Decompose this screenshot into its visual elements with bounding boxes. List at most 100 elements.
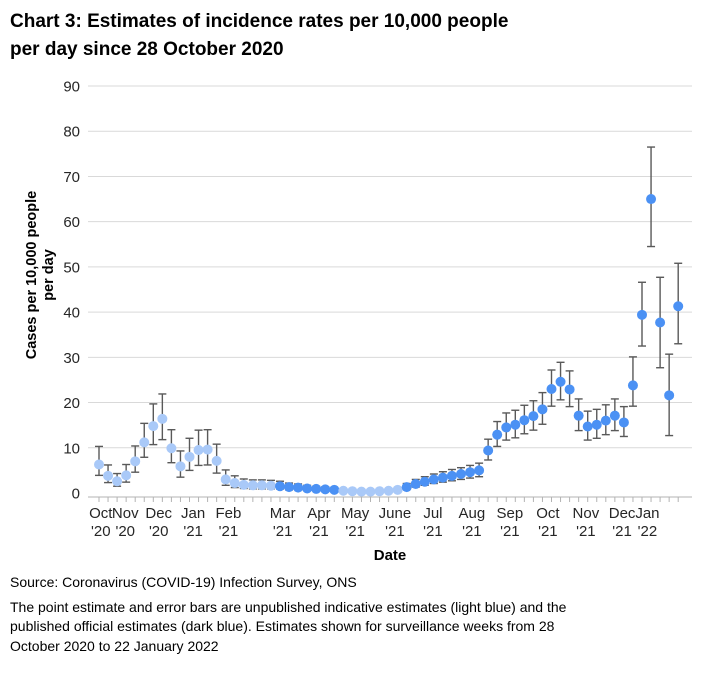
- data-point-indicative: [193, 445, 204, 456]
- data-point-indicative: [265, 480, 276, 491]
- data-point-official: [329, 484, 340, 495]
- month-label: Oct'20: [89, 505, 113, 540]
- data-point-official: [655, 317, 666, 328]
- month-name: Apr: [307, 505, 330, 522]
- month-name: Dec: [609, 505, 636, 522]
- data-point-indicative: [157, 413, 168, 424]
- month-name: Mar: [270, 505, 296, 522]
- chart-title-line-1: Chart 3: Estimates of incidence rates pe…: [10, 11, 509, 32]
- chart-footer: Source: Coronavirus (COVID-19) Infection…: [10, 573, 650, 656]
- month-label: Sep'21: [497, 505, 524, 540]
- month-name: May: [341, 505, 370, 522]
- data-point-indicative: [238, 479, 249, 490]
- data-point-official: [519, 415, 530, 426]
- month-year: '21: [500, 523, 520, 540]
- data-point-official: [501, 422, 512, 433]
- data-point-official: [456, 469, 466, 480]
- data-point-official: [609, 410, 620, 421]
- month-label: Jan'22: [635, 505, 659, 540]
- data-point-official: [573, 410, 584, 421]
- error-bars: [95, 146, 683, 494]
- data-point-indicative: [220, 474, 231, 485]
- y-tick-label: 50: [63, 259, 80, 276]
- y-tick-label: 20: [63, 395, 80, 412]
- month-name: Jan: [635, 505, 659, 522]
- data-point-official: [293, 482, 304, 493]
- month-year: '21: [345, 523, 365, 540]
- estimate-note-line-3: October 2020 to 22 January 2022: [10, 637, 219, 654]
- data-point-indicative: [392, 484, 403, 495]
- month-year: '21: [385, 523, 405, 540]
- y-tick-label: 10: [63, 440, 80, 457]
- data-point-indicative: [229, 478, 240, 489]
- data-point-indicative: [112, 476, 123, 487]
- month-label: Jan'21: [181, 505, 205, 540]
- month-label: Nov'21: [573, 505, 600, 540]
- month-year: '21: [309, 523, 329, 540]
- y-tick-label: 0: [72, 486, 80, 503]
- month-year: '21: [462, 523, 482, 540]
- data-point-indicative: [211, 455, 222, 466]
- month-name: Aug: [459, 505, 486, 522]
- data-point-indicative: [383, 485, 394, 496]
- x-tick-labels: Oct'20Nov'20Dec'20Jan'21Feb'21Mar'21Apr'…: [89, 505, 659, 540]
- data-point-official: [410, 478, 421, 489]
- month-name: Oct: [536, 505, 560, 522]
- month-name: Oct: [89, 505, 113, 522]
- data-point-indicative: [166, 443, 177, 454]
- data-point-official: [474, 465, 485, 476]
- month-label: Nov'20: [112, 505, 139, 540]
- month-year: '21: [538, 523, 558, 540]
- data-point-official: [664, 390, 675, 401]
- month-year: '21: [423, 523, 443, 540]
- y-tick-label: 90: [63, 79, 80, 96]
- data-point-official: [284, 482, 295, 493]
- month-label: Dec'20: [145, 505, 172, 540]
- data-point-official: [311, 483, 322, 494]
- data-point-official: [419, 476, 430, 487]
- month-name: June: [379, 505, 412, 522]
- data-point-official: [618, 417, 629, 428]
- data-point-official: [302, 483, 313, 494]
- estimate-note: The point estimate and error bars are un…: [10, 598, 650, 657]
- gridlines: [88, 85, 692, 449]
- data-point-official: [646, 194, 657, 205]
- data-point-official: [564, 384, 575, 395]
- data-point-indicative: [103, 470, 114, 481]
- data-point-official: [320, 484, 331, 495]
- month-year: '21: [576, 523, 596, 540]
- month-label: June'21: [379, 505, 412, 540]
- data-point-indicative: [121, 470, 132, 481]
- data-point-official: [537, 404, 548, 415]
- chart-title-line-2: per day since 28 October 2020: [10, 39, 284, 60]
- month-name: Jul: [423, 505, 442, 522]
- month-year: '21: [273, 523, 293, 540]
- x-axis-title: Date: [374, 547, 407, 564]
- month-label: Mar'21: [270, 505, 296, 540]
- data-point-official: [637, 309, 647, 320]
- data-point-official: [483, 445, 494, 456]
- data-point-indicative: [148, 421, 159, 432]
- chart-title: Chart 3: Estimates of incidence rates pe…: [10, 8, 650, 64]
- y-axis-title: Cases per 10,000 peopleper day: [24, 191, 57, 359]
- data-point-official: [437, 472, 448, 483]
- data-point-indicative: [365, 486, 376, 497]
- estimate-note-line-2: published official estimates (dark blue)…: [10, 618, 555, 634]
- data-point-official: [591, 419, 602, 430]
- data-point-indicative: [347, 486, 358, 497]
- data-point-official: [401, 482, 412, 493]
- month-name: Nov: [573, 505, 600, 522]
- source-note: Source: Coronavirus (COVID-19) Infection…: [10, 574, 357, 590]
- month-name: Sep: [497, 505, 524, 522]
- data-point-official: [673, 301, 684, 312]
- month-label: Apr'21: [307, 505, 330, 540]
- x-axis: [88, 496, 692, 502]
- incidence-scatter-chart: 0102030405060708090Oct'20Nov'20Dec'20Jan…: [24, 79, 692, 564]
- month-name: Feb: [215, 505, 241, 522]
- data-point-official: [600, 415, 611, 426]
- month-year: '20: [149, 523, 169, 540]
- data-point-indicative: [338, 485, 349, 496]
- estimate-note-line-1: The point estimate and error bars are un…: [10, 598, 567, 615]
- data-point-indicative: [184, 451, 195, 462]
